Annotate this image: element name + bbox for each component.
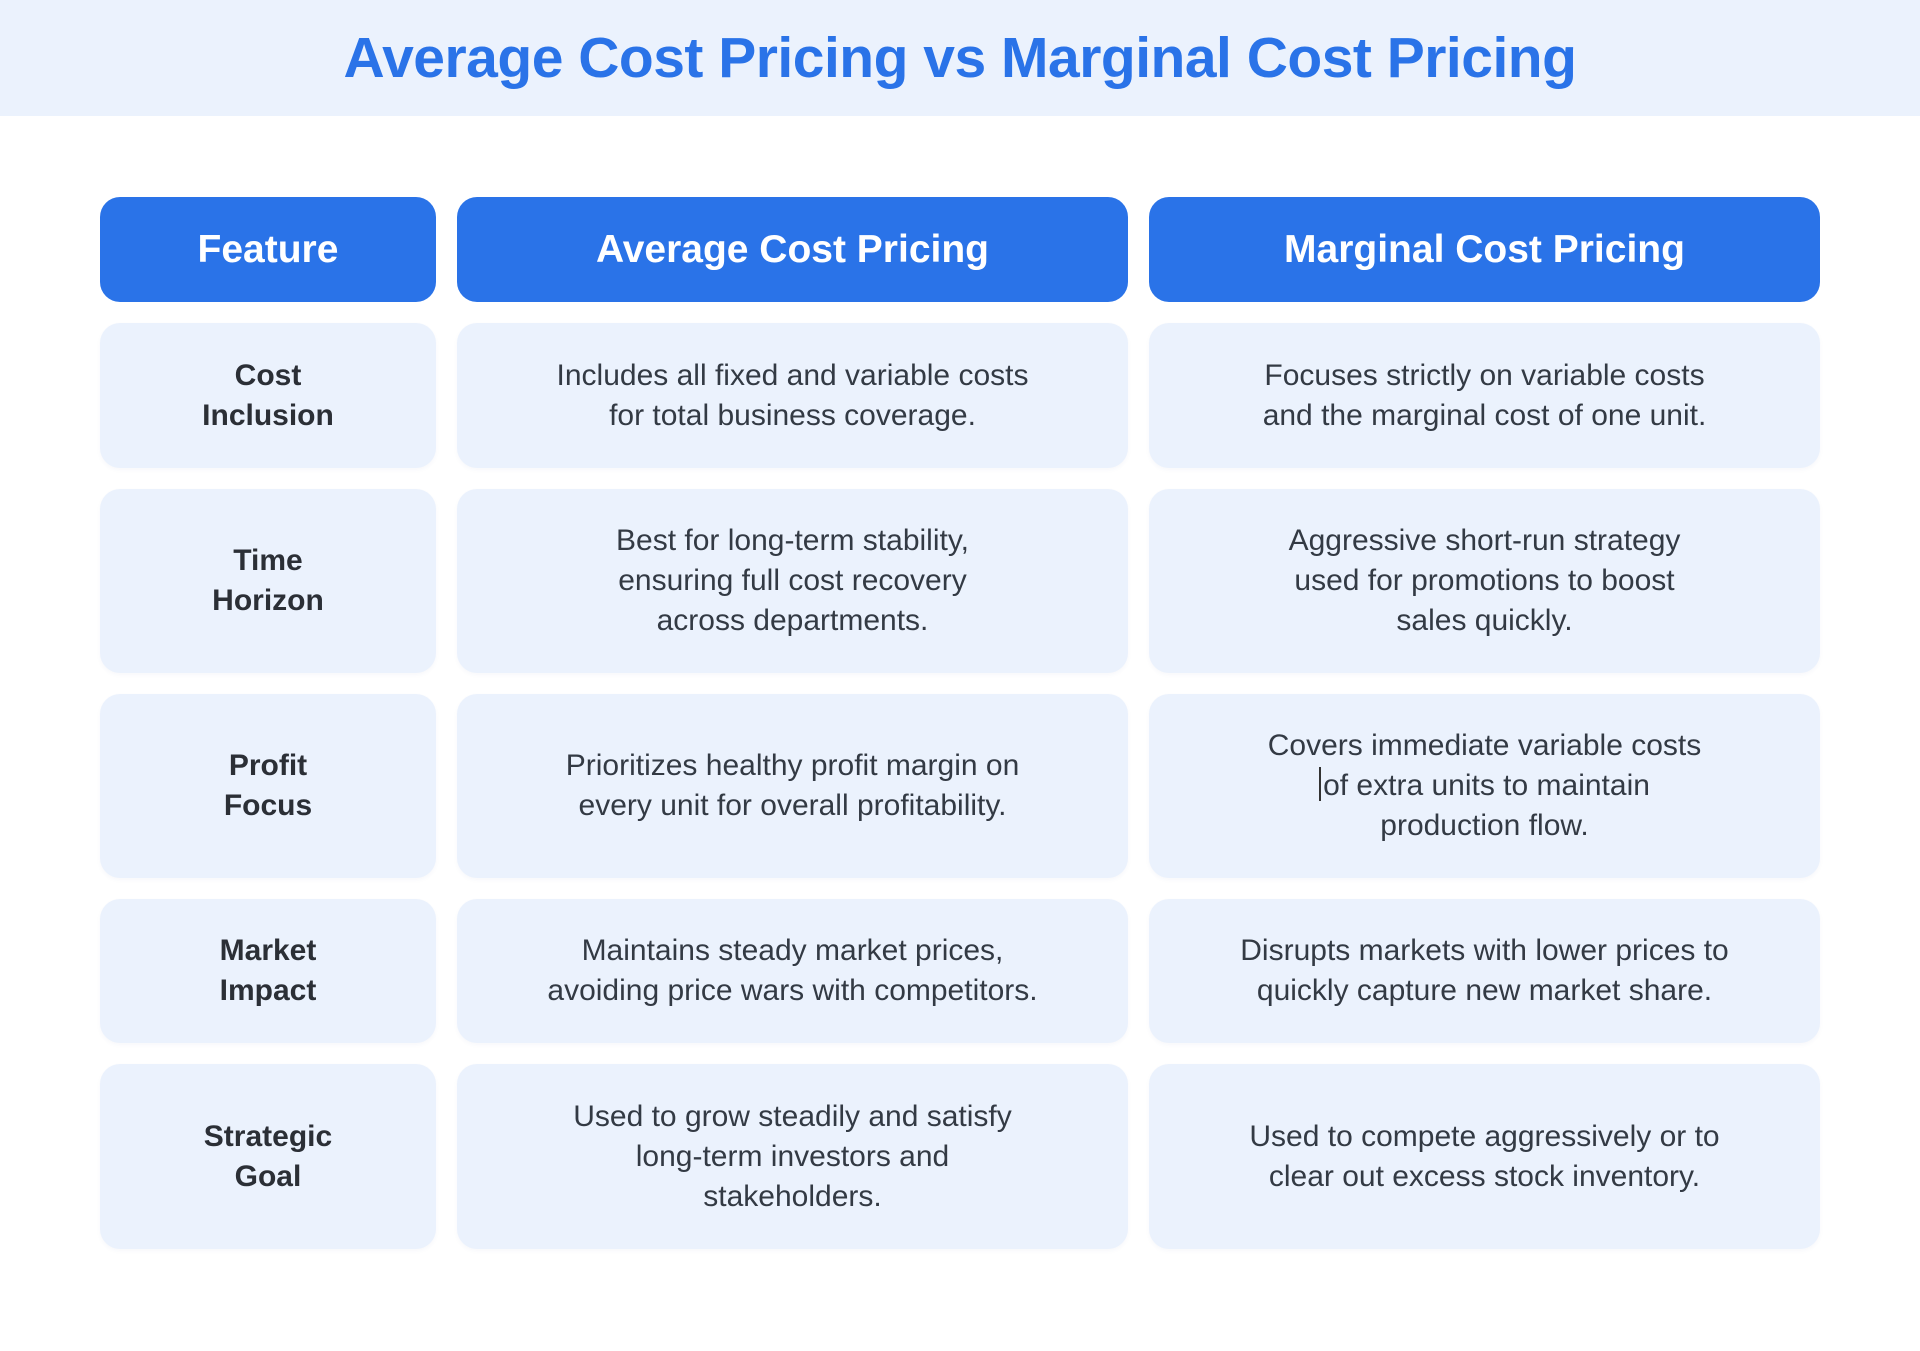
feature-cell: Market Impact [100, 899, 436, 1043]
average-cell: Best for long-term stability, ensuring fu… [457, 489, 1128, 673]
cell-text-line: every unit for overall profitability. [578, 789, 1007, 822]
cell-text-line: Impact [219, 974, 317, 1007]
header-marginal-cost-pricing: Marginal Cost Pricing [1149, 197, 1820, 302]
cell-text-line: Profit [228, 749, 308, 782]
cell-text-line: production flow. [1380, 809, 1589, 842]
cell-text-line: Time [233, 544, 303, 577]
cell-text-line: used for promotions to boost [1294, 564, 1675, 597]
cell-text-line: sales quickly. [1396, 604, 1573, 637]
cell-text-line: Includes all fixed and variable costs [556, 358, 1029, 392]
cell-text-line: Used to grow steadily and satisfy [573, 1099, 1012, 1133]
cell-text-line: across departments. [656, 604, 929, 637]
average-cell: Includes all fixed and variable costs for… [457, 323, 1128, 468]
cell-text-line: long-term investors and [635, 1139, 950, 1173]
cell-text-line: Focus [223, 789, 313, 822]
cell-text-line: Cost [234, 358, 302, 392]
comparison-table: Feature Average Cost Pricing Marginal Co… [100, 197, 1820, 1270]
page-title: Average Cost Pricing vs Marginal Cost Pr… [343, 26, 1577, 90]
cell-text-line: Market [219, 934, 317, 967]
cell-text-line: avoiding price wars with competitors. [547, 974, 1038, 1007]
cell-text-line: Used to compete aggressively or to [1249, 1119, 1720, 1153]
cell-text-line: Focuses strictly on variable costs [1264, 358, 1705, 392]
cell-text-line: clear out excess stock inventory. [1268, 1159, 1701, 1193]
marginal-cell: Disrupts markets with lower prices to qui… [1149, 899, 1820, 1043]
header-average-cost-pricing: Average Cost Pricing [457, 197, 1128, 302]
cell-text-line: Best for long-term stability, [616, 524, 969, 557]
cell-text-line: Horizon [212, 584, 324, 617]
marginal-cell: Focuses strictly on variable costs and th… [1149, 323, 1820, 468]
cell-text-line: Aggressive short-run strategy [1288, 524, 1681, 557]
cell-text: of extra units to maintain [1323, 769, 1650, 802]
marginal-cell: Aggressive short-run strategy used for pr… [1149, 489, 1820, 673]
average-cell: Prioritizes healthy profit margin on ever… [457, 694, 1128, 878]
title-band: Average Cost Pricing vs Marginal Cost Pr… [0, 0, 1920, 116]
cell-text-line: Covers immediate variable costs [1267, 729, 1702, 762]
cell-text-line: Goal [234, 1159, 302, 1193]
cell-text-line: ensuring full cost recovery [618, 564, 967, 597]
cell-text-line: for total business coverage. [609, 398, 976, 432]
feature-cell: Profit Focus [100, 694, 436, 878]
cell-text-line: of extra units to maintain [1268, 766, 1702, 806]
header-feature: Feature [100, 197, 436, 302]
cell-text-line: Inclusion [202, 398, 334, 432]
average-cell: Maintains steady market prices, avoiding … [457, 899, 1128, 1043]
marginal-cell: Covers immediate variable costs of extra … [1149, 694, 1820, 878]
feature-cell: Strategic Goal [100, 1064, 436, 1249]
feature-cell: Time Horizon [100, 489, 436, 673]
cell-text-line: quickly capture new market share. [1256, 974, 1713, 1007]
text-cursor [1319, 767, 1322, 801]
cell-text-line: Strategic [203, 1119, 333, 1153]
cell-text-line: and the marginal cost of one unit. [1262, 398, 1707, 432]
average-cell: Used to grow steadily and satisfy long-te… [457, 1064, 1128, 1249]
marginal-cell: Used to compete aggressively or to clear … [1149, 1064, 1820, 1249]
cell-text-line: stakeholders. [703, 1179, 882, 1213]
cell-text-line: Prioritizes healthy profit margin on [565, 749, 1020, 782]
cell-text-line: Maintains steady market prices, [581, 934, 1004, 967]
feature-cell: Cost Inclusion [100, 323, 436, 468]
cell-text-line: Disrupts markets with lower prices to [1240, 934, 1729, 967]
